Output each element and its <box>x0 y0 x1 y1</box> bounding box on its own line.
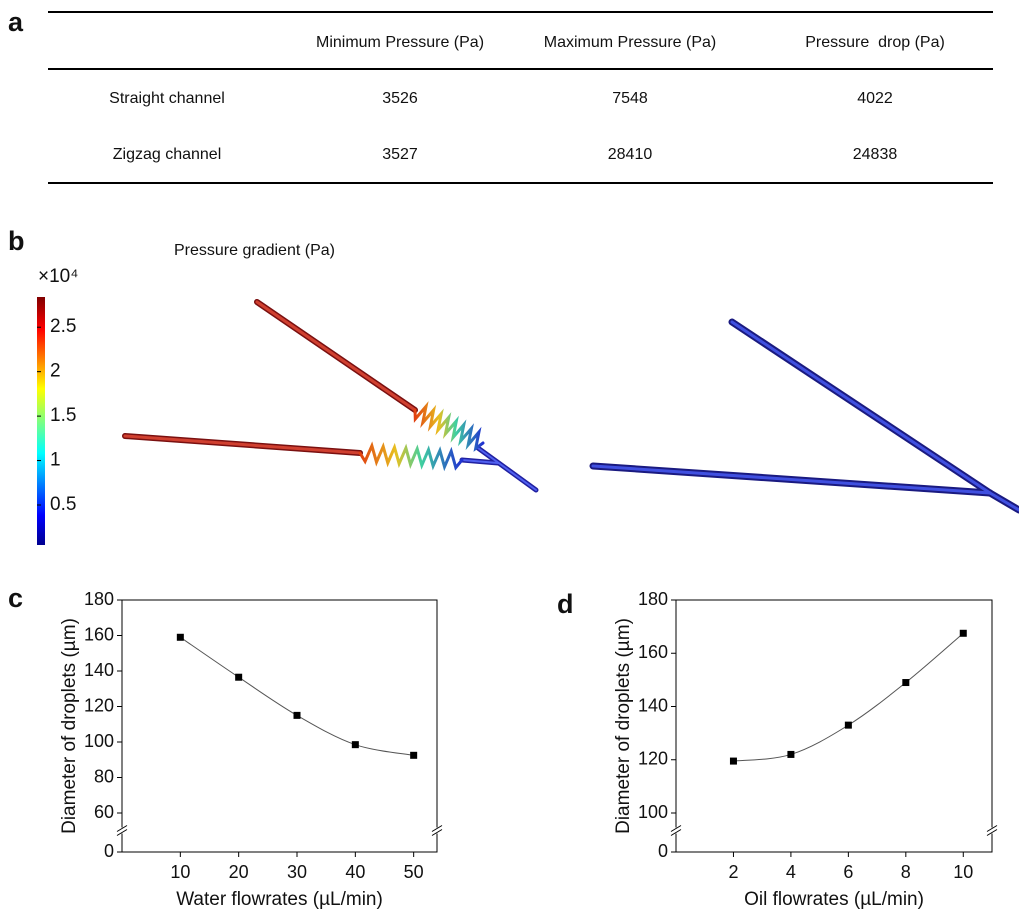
x-tick-label: 30 <box>287 862 307 882</box>
x-tick-label: 50 <box>404 862 424 882</box>
colorbar-title: Pressure gradient (Pa) <box>174 242 335 259</box>
y-tick-label: 180 <box>84 589 114 609</box>
y-tick-label: 80 <box>94 766 114 786</box>
row-label: Straight channel <box>109 90 225 107</box>
marker <box>845 722 852 729</box>
colorbar-tick-label: 1.5 <box>50 405 76 426</box>
cell: 24838 <box>853 146 898 163</box>
plot-frame <box>122 600 437 852</box>
y-tick-label: 140 <box>84 660 114 680</box>
cell: 4022 <box>857 90 893 107</box>
figure: a Minimum Pressure (Pa) Maximum Pressure… <box>0 0 1019 911</box>
y-tick-label: 100 <box>84 731 114 751</box>
x-tick-label: 20 <box>229 862 249 882</box>
colorbar-tick-label: 1 <box>50 450 61 471</box>
marker <box>294 712 301 719</box>
x-axis-label: Water flowrates (µL/min) <box>176 889 383 910</box>
cell: 7548 <box>612 90 648 107</box>
y-tick-label: 100 <box>638 802 668 822</box>
colorbar-scale: ×10⁴ <box>38 266 78 287</box>
chart: 0 60 80 100 120 140 160 180 10 20 30 40 50 Water flow… <box>59 589 442 910</box>
colorbar-tick-label: 2.5 <box>50 316 76 337</box>
line <box>733 633 963 761</box>
column-header: Pressure drop (Pa) <box>805 34 945 51</box>
line <box>180 637 413 755</box>
marker <box>730 758 737 765</box>
row-label: Zigzag channel <box>113 146 222 163</box>
x-axis-label: Oil flowrates (µL/min) <box>744 889 924 910</box>
chart: 0 100 120 140 160 180 2 4 6 8 10 Oil flowrates (µL/… <box>613 589 997 910</box>
panel-label: d <box>557 589 574 619</box>
marker <box>960 630 967 637</box>
marker <box>177 634 184 641</box>
column-header: Minimum Pressure (Pa) <box>316 34 484 51</box>
colorbar <box>37 297 45 545</box>
y-tick-label: 160 <box>638 642 668 662</box>
y-tick-label: 60 <box>94 802 114 822</box>
marker <box>235 674 242 681</box>
cell: 3526 <box>382 90 418 107</box>
x-tick-label: 4 <box>786 862 796 882</box>
column-header: Maximum Pressure (Pa) <box>544 34 716 51</box>
panel-label: a <box>8 7 24 37</box>
y-tick-label: 160 <box>84 624 114 644</box>
y-tick-label: 120 <box>84 695 114 715</box>
y-tick-label: 120 <box>638 749 668 769</box>
marker <box>352 741 359 748</box>
cell: 28410 <box>608 146 653 163</box>
cell: 3527 <box>382 146 418 163</box>
x-tick-label: 40 <box>345 862 365 882</box>
marker <box>902 679 909 686</box>
marker <box>410 752 417 759</box>
x-tick-label: 2 <box>728 862 738 882</box>
panel-label: b <box>8 226 25 256</box>
x-tick-label: 6 <box>843 862 853 882</box>
plot-frame <box>676 600 992 852</box>
panel-label: c <box>8 583 23 613</box>
colorbar-tick-label: 0.5 <box>50 494 76 515</box>
marker <box>787 751 794 758</box>
y-tick-label: 140 <box>638 695 668 715</box>
colorbar-tick-label: 2 <box>50 361 61 382</box>
y-tick-label: 180 <box>638 589 668 609</box>
x-tick-label: 8 <box>901 862 911 882</box>
y-axis-label: Diameter of droplets (µm) <box>613 618 634 834</box>
x-tick-label: 10 <box>953 862 973 882</box>
x-tick-label: 10 <box>170 862 190 882</box>
y-axis-label: Diameter of droplets (µm) <box>59 618 80 834</box>
channels <box>125 302 1019 510</box>
y-tick-label: 0 <box>104 841 114 861</box>
y-tick-label: 0 <box>658 841 668 861</box>
